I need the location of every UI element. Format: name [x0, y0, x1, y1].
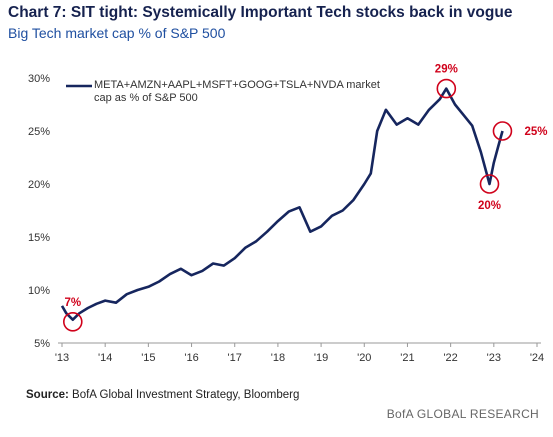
source-label: Source:	[26, 389, 69, 401]
x-tick-label: '22	[443, 352, 457, 364]
y-tick-label: 20%	[28, 179, 50, 191]
x-tick-label: '23	[487, 352, 501, 364]
y-tick-label: 5%	[34, 338, 50, 350]
y-tick-label: 30%	[28, 73, 50, 85]
source: Source: BofA Global Investment Strategy,…	[26, 389, 299, 401]
chart-subtitle: Big Tech market cap % of S&P 500	[8, 25, 226, 41]
chart-title: Chart 7: SIT tight: Systemically Importa…	[8, 4, 513, 21]
brand: BofA GLOBAL RESEARCH	[386, 407, 539, 421]
x-tick-label: '20	[357, 352, 371, 364]
annotation-circle	[492, 121, 513, 141]
annotation-label: 7%	[64, 297, 81, 309]
x-tick-label: '18	[271, 352, 285, 364]
source-text: BofA Global Investment Strategy, Bloombe…	[72, 389, 300, 401]
x-tick-label: '24	[530, 352, 544, 364]
x-tick-label: '19	[314, 352, 328, 364]
x-tick-label: '17	[228, 352, 242, 364]
legend-label: META+AMZN+AAPL+MSFT+GOOG+TSLA+NVDA marke…	[94, 79, 380, 104]
annotation-label: 29%	[435, 64, 458, 76]
x-tick-label: '16	[184, 352, 198, 364]
data-line	[60, 87, 504, 321]
y-tick-label: 25%	[28, 126, 50, 138]
annotation-circle	[479, 174, 500, 194]
y-tick-label: 10%	[28, 285, 50, 297]
x-tick-label: '15	[141, 352, 155, 364]
annotation-circle	[436, 78, 457, 99]
y-tick-label: 15%	[28, 232, 50, 244]
annotation-label: 25%	[524, 126, 547, 138]
annotation-label: 20%	[478, 200, 501, 212]
x-tick-label: '14	[98, 352, 112, 364]
annotation-circle	[62, 311, 83, 332]
x-tick-label: '21	[400, 352, 414, 364]
x-tick-label: '13	[55, 352, 69, 364]
